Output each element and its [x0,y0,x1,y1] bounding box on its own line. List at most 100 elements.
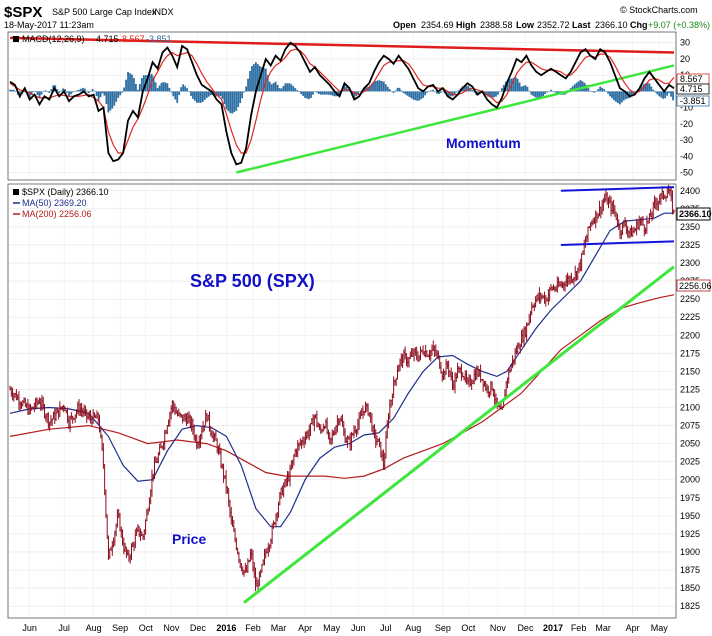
price-y-tick-label: 2225 [680,312,700,322]
macd-histogram-bar [103,91,106,96]
macd-histogram-bar [571,86,574,92]
macd-histogram-bar [587,88,590,92]
macd-histogram-bar [60,90,63,92]
macd-histogram-bar [310,91,312,98]
macd-histogram-bar [325,91,328,95]
macd-histogram-bar [79,88,82,92]
macd-histogram-bar [180,87,183,92]
macd-histogram-bar [650,86,653,92]
macd-histogram-bar [526,86,529,92]
macd-histogram-bar [148,74,151,92]
x-tick-label: Jul [380,623,392,633]
macd-histogram-bar [579,80,582,92]
macd-histogram-bar [48,91,51,94]
macd-histogram-bar [359,91,362,93]
macd-histogram-bar [219,91,222,97]
macd-legend-swatch [13,36,19,42]
macd-histogram-bar [105,91,108,105]
macd-histogram-bar [268,81,271,92]
macd-histogram-bar [158,85,161,92]
macd-trendline [9,36,675,54]
macd-histogram-bar [439,91,442,93]
macd-histogram-bar [502,84,505,92]
x-tick-label: Dec [517,623,534,633]
x-tick-label: Sep [112,623,128,633]
macd-histogram-bar [337,91,340,97]
price-annotation: Price [172,531,206,547]
macd-histogram-bar [620,91,623,103]
macd-histogram-bar [83,88,86,92]
macd-histogram-bar [437,91,440,94]
macd-histogram-bar [319,91,322,95]
macd-histogram-bar [463,85,466,92]
x-tick-label: Dec [190,623,207,633]
macd-histogram-bar [196,91,198,103]
macd-histogram-bar [56,89,59,92]
macd-y-tick-label: -20 [680,119,693,129]
macd-y-axis: 3020100-10-20-30-40-50 [680,38,693,178]
macd-histogram-bar [471,89,474,92]
macd-histogram-bar [77,89,80,92]
macd-histogram-bar [622,91,625,101]
macd-histogram-bar [589,91,592,92]
macd-histogram-bar [75,90,78,92]
macd-histogram-bar [125,79,127,92]
x-tick-label: Nov [163,623,180,633]
macd-histogram-bar [428,91,430,92]
macd-histogram-bar [457,90,460,92]
macd-histogram-bar [577,81,580,92]
macd-histogram-bar [266,75,269,92]
macd-histogram-bar [538,91,541,98]
macd-histogram-bar [353,91,356,98]
macd-histogram-bar [424,91,427,96]
macd-histogram-bar [99,91,102,98]
macd-legend: MACD(12,26,9) 4.715 8.567 -3.851 [13,34,172,44]
macd-histogram-bar [528,90,531,92]
macd-histogram-bar [534,91,537,98]
macd-histogram-bar [613,91,615,101]
macd-histogram-bar [34,91,37,93]
x-tick-label: Jun [22,623,37,633]
macd-histogram-bar [170,91,173,93]
macd-histogram-bar [540,91,543,98]
macd-histogram-bar [524,85,527,92]
macd-histogram-bar [231,91,234,114]
price-y-tick-label: 2125 [680,384,700,394]
macd-legend-label: MACD(12,26,9) [22,34,85,44]
price-last-value: 2366.10 [679,209,712,219]
macd-histogram-bar [357,91,360,94]
macd-histogram-bar [162,81,165,92]
macd-histogram-bar [447,91,450,97]
macd-histogram-bar [95,91,98,96]
macd-histogram-bar [213,91,216,96]
macd-histogram-bar [597,89,600,92]
macd-histogram-bar [575,82,578,92]
macd-histogram-bar [239,91,242,104]
macd-histogram-bar [260,67,263,92]
macd-histogram-bar [329,91,332,95]
macd-histogram-bar [473,91,476,93]
macd-histogram-bar [327,91,330,95]
macd-line [9,41,675,166]
macd-histogram-bar [323,91,326,95]
macd-histogram-bar [518,82,521,92]
macd-histogram-bar [390,91,393,92]
macd-histogram-bar [152,76,155,92]
macd-histogram-bar [64,89,66,92]
macd-histogram-bar [434,91,436,92]
ma50-line [9,212,674,528]
macd-histogram-bar [508,79,511,92]
macd-histogram-bar [136,89,139,92]
macd-histogram-bar [68,91,70,97]
macd-histogram-bar [384,84,387,92]
price-y-tick-label: 1875 [680,565,700,575]
macd-histogram-bar [182,84,185,92]
macd-histogram-bar [304,91,307,98]
x-tick-label: Oct [461,623,476,633]
macd-histogram-bar [500,88,503,92]
macd-histogram-bar [455,91,458,93]
macd-histogram-bar [345,86,348,92]
macd-histogram-bar [107,91,110,113]
macd-histogram-bar [121,91,124,93]
macd-histogram-bar [648,83,651,92]
